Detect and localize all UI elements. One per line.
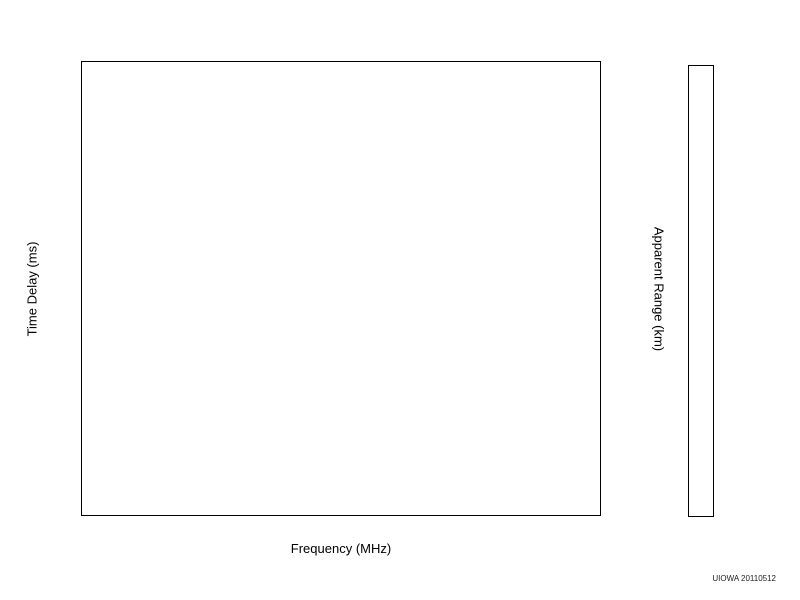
x-axis-label: Frequency (MHz) [290, 541, 392, 556]
spectrogram-canvas [81, 61, 601, 516]
y-axis-label-right: Apparent Range (km) [651, 226, 667, 352]
colorbar [688, 65, 714, 517]
credit-text: UIOWA 20110512 [712, 574, 776, 583]
y-axis-label-left: Time Delay (ms) [24, 241, 40, 337]
